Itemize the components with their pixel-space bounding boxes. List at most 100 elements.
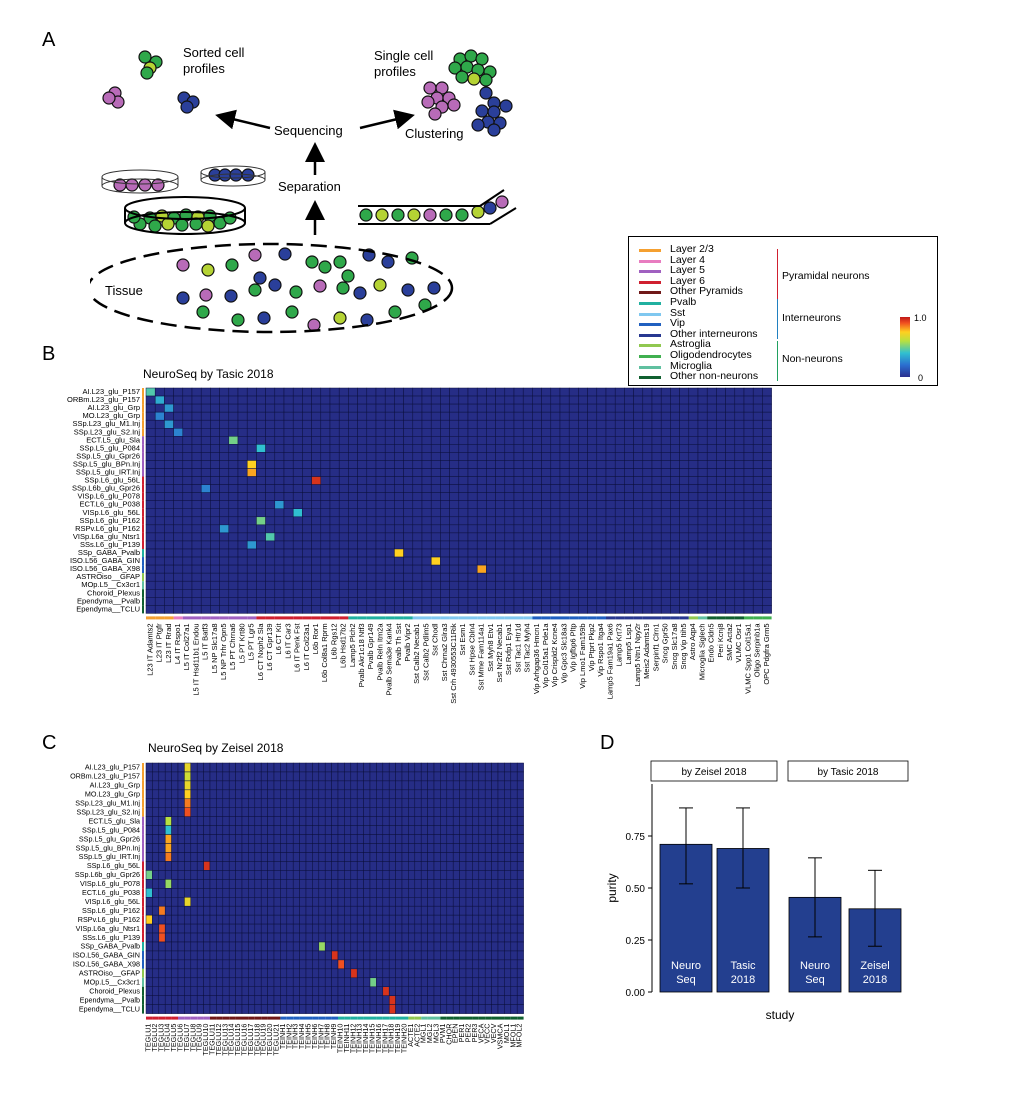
col-color-bar [152,1016,159,1020]
heatmap-cell [222,905,230,916]
heatmap-cell [241,905,249,916]
heatmap-cell [516,888,524,898]
col-label: Sst Myh8 Etv1 [486,623,495,671]
heatmap-cell [408,762,416,773]
heatmap-cell [743,395,754,405]
heatmap-cell [209,789,217,800]
heatmap-cell [532,411,542,421]
heatmap-cell [356,932,364,943]
heatmap-cell [633,548,644,558]
heatmap-cell [384,597,395,606]
heatmap-cell [633,419,644,429]
clustering-label: Clustering [405,126,464,141]
heatmap-cell [414,977,422,988]
heatmap-cell [743,605,754,614]
heatmap-cell [241,816,249,826]
heatmap-cell [440,995,448,1005]
heatmap-cell [670,580,680,590]
heatmap-cell [486,387,496,397]
heatmap-cell [430,548,441,558]
heatmap-cell [670,492,680,501]
row-color-bar [142,540,144,549]
heatmap-cell [449,476,460,485]
heatmap-cell [191,492,202,501]
heatmap-cell [228,914,236,925]
col-label: TEINH11 [342,1024,351,1053]
heatmap-cell [541,532,552,542]
col-color-bar [477,616,487,620]
heatmap-cell [440,843,448,853]
heatmap-cell [449,411,460,421]
heatmap-cell [190,843,198,853]
heatmap-cell [660,428,671,437]
heatmap-cell [504,888,512,898]
heatmap-cell [458,589,469,598]
heatmap-cell [292,825,300,835]
heatmap-cell [324,762,332,773]
heatmap-cell [164,597,174,606]
heatmap-cell [173,500,184,509]
heatmap-cell [421,460,432,469]
heatmap-cell [184,807,192,817]
heatmap-cell [203,852,211,862]
heatmap-cell [388,977,396,988]
heatmap-cell [200,476,211,485]
heatmap-cell [478,897,486,907]
heatmap-cell [302,572,312,582]
heatmap-cell [421,444,432,453]
heatmap-cell [476,556,487,566]
heatmap-cell [420,780,428,791]
legend-item-label: Astroglia [670,338,711,351]
heatmap-cell [210,468,220,477]
heatmap-cell [504,428,515,437]
heatmap-cell [596,476,607,485]
heatmap-cell [216,968,224,979]
col-color-bar [338,1016,345,1020]
heatmap-cell [254,914,262,925]
heatmap-cell [716,597,726,606]
heatmap-cell [363,825,371,835]
heatmap-cell [516,986,524,996]
heatmap-cell [446,977,454,988]
heatmap-cell [184,852,192,862]
heatmap-cell [171,914,179,925]
col-label: Sst Tac1 Htr1d [513,623,522,672]
heatmap-cell [158,816,166,826]
heatmap-cell [265,532,276,542]
heatmap-cell [171,932,179,943]
heatmap-cell [348,419,358,429]
heatmap-cell [324,905,332,916]
heatmap-cell [228,977,236,988]
heatmap-cell [401,852,409,862]
col-color-bar [468,616,478,620]
colorbar-min: 0 [918,373,924,383]
heatmap-cell [357,387,368,397]
heatmap-cell [382,959,390,970]
heatmap-cell [651,556,662,566]
heatmap-cell [274,411,285,421]
heatmap-cell [237,428,248,437]
col-color-bar [725,616,735,620]
col-label: TEINH20 [399,1024,408,1054]
col-label: Sst Nr2f2 Necab1 [495,623,504,682]
legend-swatch [639,376,661,380]
heatmap-cell [241,959,249,970]
col-color-bar [173,616,183,620]
heatmap-cell [504,419,515,429]
heatmap-cell [312,870,320,880]
heatmap-cell [414,879,422,889]
heatmap-cell [145,861,153,871]
row-color-bar [142,460,144,469]
heatmap-cell [203,959,211,970]
heatmap-cell [465,986,473,996]
heatmap-cell [222,834,230,844]
heatmap-cell [256,589,266,598]
heatmap-cell [292,556,303,566]
heatmap-cell [348,589,358,598]
col-label: PVM1 [438,1024,447,1044]
heatmap-cell [651,540,662,550]
heatmap-cell [642,387,653,397]
heatmap-cell [329,500,340,509]
heatmap-cell [433,861,441,871]
heatmap-cell [302,589,312,598]
